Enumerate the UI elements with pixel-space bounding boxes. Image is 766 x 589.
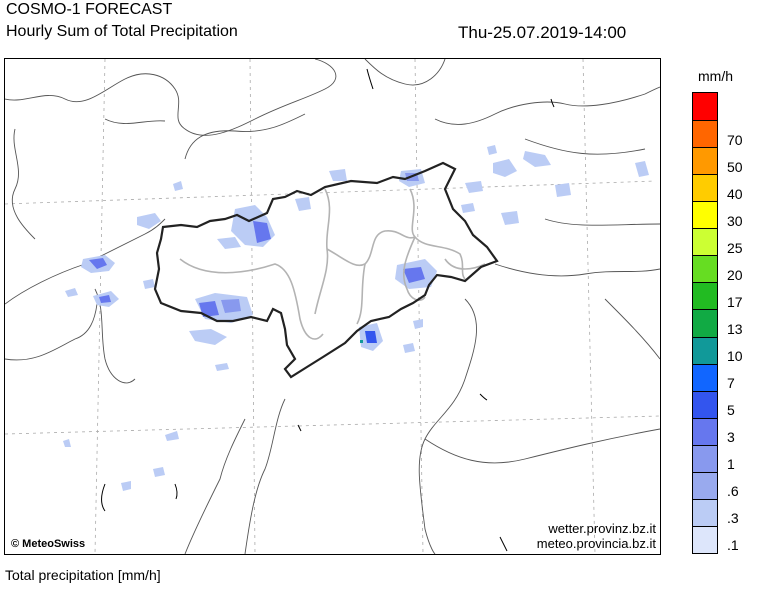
legend-swatch bbox=[693, 336, 717, 364]
legend-swatch bbox=[693, 147, 717, 175]
legend-swatch bbox=[693, 174, 717, 202]
legend-label: 30 bbox=[727, 212, 743, 229]
map-canvas bbox=[5, 59, 660, 554]
legend-label: 13 bbox=[727, 321, 743, 337]
legend-label: 5 bbox=[727, 402, 735, 419]
legend-label: 17 bbox=[727, 293, 743, 310]
map-title: COSMO-1 FORECAST bbox=[6, 1, 173, 18]
legend-swatch bbox=[693, 309, 717, 337]
legend-label: .1 bbox=[727, 537, 739, 554]
legend-swatch bbox=[693, 228, 717, 256]
meteoswiss-credit: © MeteoSwiss bbox=[11, 538, 86, 550]
legend-swatch bbox=[693, 93, 717, 121]
legend-label: 25 bbox=[727, 239, 743, 256]
legend-swatch bbox=[693, 201, 717, 229]
website-link-2[interactable]: meteo.provincia.bz.it bbox=[536, 536, 656, 551]
legend-label: 50 bbox=[727, 158, 743, 175]
legend-unit: mm/h bbox=[698, 68, 733, 84]
legend-swatch bbox=[693, 525, 717, 553]
legend-label: 70 bbox=[727, 131, 743, 148]
legend-swatch bbox=[693, 120, 717, 148]
legend-color-scale bbox=[692, 92, 718, 554]
legend-swatch bbox=[693, 363, 717, 391]
legend-swatch bbox=[693, 417, 717, 445]
legend-swatch bbox=[693, 471, 717, 499]
graticule bbox=[5, 59, 660, 554]
legend-swatch bbox=[693, 255, 717, 283]
legend-label: 3 bbox=[727, 429, 735, 446]
district-borders bbox=[179, 188, 486, 340]
legend-label: 10 bbox=[727, 348, 743, 365]
legend-swatch bbox=[693, 444, 717, 472]
lakes bbox=[101, 68, 555, 552]
legend-label: .3 bbox=[727, 510, 739, 527]
precipitation-map: © MeteoSwiss wetter.provinz.bz.it meteo.… bbox=[4, 58, 661, 555]
province-outline bbox=[153, 161, 499, 379]
legend-swatch bbox=[693, 498, 717, 526]
legend-label: 7 bbox=[727, 375, 735, 392]
legend-label: .6 bbox=[727, 483, 739, 500]
footer-caption: Total precipitation [mm/h] bbox=[5, 567, 161, 583]
precip-patches bbox=[63, 145, 649, 491]
region-borders bbox=[5, 59, 660, 554]
legend-label: 1 bbox=[727, 456, 735, 473]
legend-swatch bbox=[693, 282, 717, 310]
map-subtitle: Hourly Sum of Total Precipitation bbox=[6, 23, 238, 40]
legend-label: 40 bbox=[727, 185, 743, 202]
legend-label: 20 bbox=[727, 266, 743, 283]
website-link-1[interactable]: wetter.provinz.bz.it bbox=[548, 521, 656, 536]
valid-time: Thu-25.07.2019-14:00 bbox=[458, 23, 627, 42]
legend-swatch bbox=[693, 390, 717, 418]
